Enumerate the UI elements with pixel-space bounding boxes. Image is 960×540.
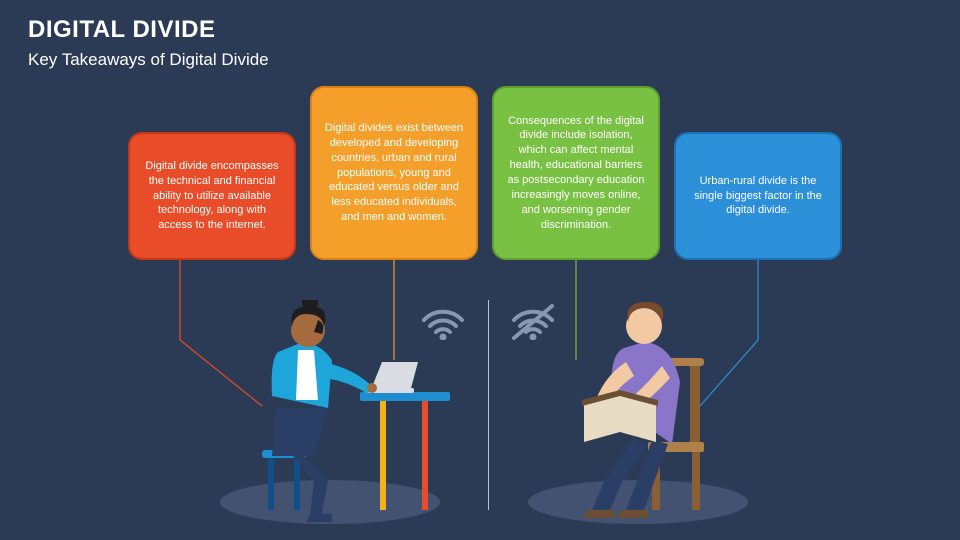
person-laptop-illustration: [210, 300, 470, 530]
takeaway-card-3: Consequences of the digital divide inclu…: [492, 86, 660, 260]
takeaway-card-4-text: Urban-rural divide is the single biggest…: [688, 174, 828, 219]
takeaway-card-3-text: Consequences of the digital divide inclu…: [506, 114, 646, 233]
takeaway-card-1-text: Digital divide encompasses the technical…: [142, 159, 282, 233]
takeaway-card-2: Digital divides exist between developed …: [310, 86, 478, 260]
connector-layer: [0, 0, 960, 540]
takeaway-card-1: Digital divide encompasses the technical…: [128, 132, 296, 260]
center-divider: [488, 300, 489, 510]
takeaway-card-2-text: Digital divides exist between developed …: [324, 121, 464, 225]
person-book-illustration: [540, 292, 780, 532]
takeaway-card-4: Urban-rural divide is the single biggest…: [674, 132, 842, 260]
